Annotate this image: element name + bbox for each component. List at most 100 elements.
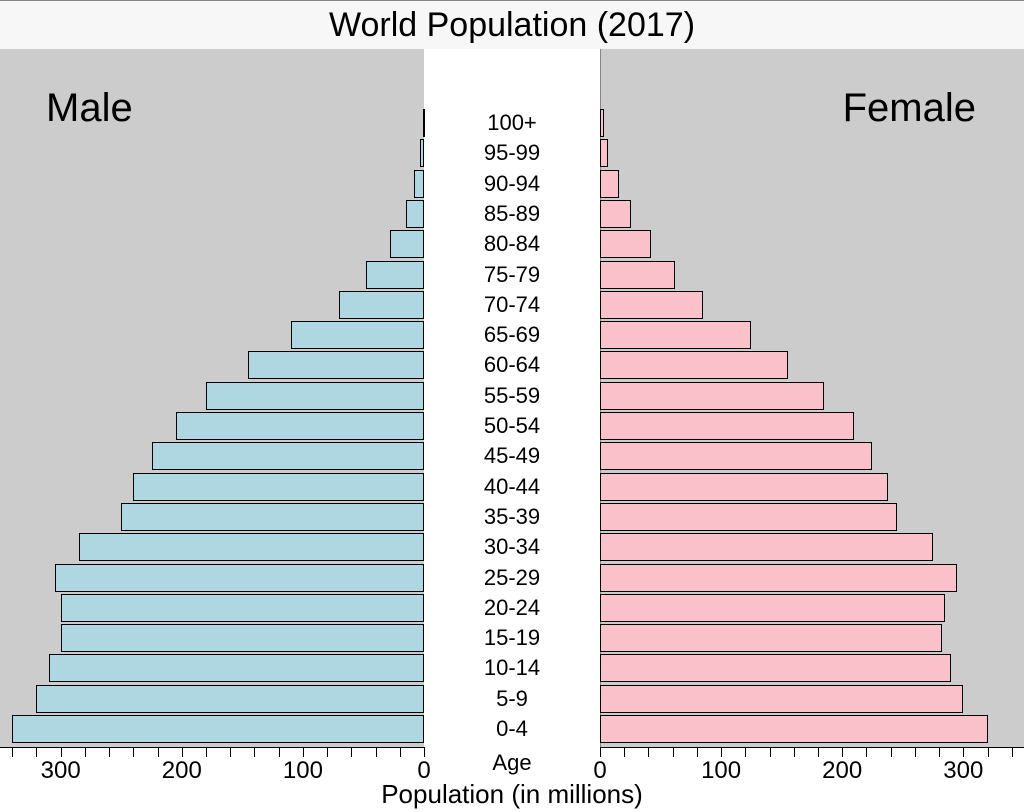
male-bar	[420, 139, 424, 167]
age-label: 40-44	[424, 476, 600, 498]
age-label: 65-69	[424, 324, 600, 346]
female-x-axis	[600, 747, 1024, 748]
female-bar	[600, 109, 604, 137]
age-label: 80-84	[424, 233, 600, 255]
tick-mark	[770, 747, 771, 757]
tick-mark	[673, 747, 674, 757]
female-bar	[600, 351, 788, 379]
tick-mark	[891, 747, 892, 757]
female-bar	[600, 654, 951, 682]
male-bar	[133, 473, 424, 501]
female-bar	[600, 473, 888, 501]
male-bar	[339, 291, 424, 319]
age-label: 75-79	[424, 264, 600, 286]
tick-mark	[697, 747, 698, 757]
x-axis-label: Population (in millions)	[0, 779, 1024, 810]
tick-mark	[818, 747, 819, 757]
tick-mark	[206, 747, 207, 757]
age-label: 15-19	[424, 627, 600, 649]
age-label: 55-59	[424, 385, 600, 407]
population-pyramid-chart: World Population (2017) Male Female 100+…	[0, 0, 1024, 812]
male-bar	[36, 685, 424, 713]
tick-mark	[1012, 747, 1013, 757]
tick-mark	[36, 747, 37, 757]
age-axis-label: Age	[424, 750, 600, 776]
age-label: 30-34	[424, 536, 600, 558]
male-bar	[121, 503, 424, 531]
age-label: 25-29	[424, 567, 600, 589]
tick-mark	[866, 747, 867, 757]
male-bar	[12, 715, 424, 743]
female-bar	[600, 715, 988, 743]
tick-mark	[182, 747, 183, 757]
tick-mark	[400, 747, 401, 757]
tick-mark	[939, 747, 940, 757]
female-bar	[600, 321, 751, 349]
male-bar	[152, 442, 424, 470]
female-label: Female	[843, 86, 976, 131]
tick-mark	[12, 747, 13, 757]
tick-mark	[133, 747, 134, 757]
male-bar	[61, 594, 424, 622]
male-bar	[291, 321, 424, 349]
female-bar	[600, 200, 631, 228]
tick-mark	[648, 747, 649, 757]
male-bar	[61, 624, 424, 652]
tick-mark	[303, 747, 304, 757]
male-bar	[390, 230, 424, 258]
tick-mark	[915, 747, 916, 757]
female-bar	[600, 685, 963, 713]
female-bar	[600, 624, 942, 652]
female-bar	[600, 564, 957, 592]
tick-mark	[61, 747, 62, 757]
tick-mark	[230, 747, 231, 757]
female-bar	[600, 594, 945, 622]
tick-mark	[109, 747, 110, 757]
tick-mark	[279, 747, 280, 757]
male-bar	[406, 200, 424, 228]
male-bar	[423, 109, 425, 137]
age-label: 5-9	[424, 688, 600, 710]
male-bar	[55, 564, 424, 592]
tick-mark	[254, 747, 255, 757]
age-label: 95-99	[424, 142, 600, 164]
age-label: 45-49	[424, 445, 600, 467]
tick-mark	[85, 747, 86, 757]
female-bar	[600, 170, 619, 198]
male-bar	[79, 533, 424, 561]
age-label: 85-89	[424, 203, 600, 225]
tick-mark	[424, 747, 425, 757]
tick-mark	[745, 747, 746, 757]
age-label: 0-4	[424, 718, 600, 740]
tick-mark	[600, 747, 601, 757]
female-bar	[600, 412, 854, 440]
tick-mark	[376, 747, 377, 757]
age-label: 70-74	[424, 294, 600, 316]
male-label: Male	[46, 86, 133, 131]
female-bar	[600, 382, 824, 410]
age-label: 20-24	[424, 597, 600, 619]
male-bar	[206, 382, 424, 410]
chart-title: World Population (2017)	[0, 0, 1024, 50]
tick-mark	[963, 747, 964, 757]
female-bar	[600, 261, 675, 289]
tick-mark	[721, 747, 722, 757]
tick-mark	[842, 747, 843, 757]
female-bar	[600, 291, 703, 319]
age-label: 60-64	[424, 354, 600, 376]
tick-mark	[158, 747, 159, 757]
tick-mark	[794, 747, 795, 757]
age-label: 90-94	[424, 173, 600, 195]
tick-mark	[624, 747, 625, 757]
tick-mark	[351, 747, 352, 757]
male-bar	[176, 412, 424, 440]
male-bar	[366, 261, 424, 289]
age-label: 10-14	[424, 657, 600, 679]
male-bar	[248, 351, 424, 379]
female-bar	[600, 533, 933, 561]
age-label: 100+	[424, 112, 600, 134]
tick-mark	[988, 747, 989, 757]
age-label: 35-39	[424, 506, 600, 528]
female-bar	[600, 230, 651, 258]
female-bar	[600, 503, 897, 531]
